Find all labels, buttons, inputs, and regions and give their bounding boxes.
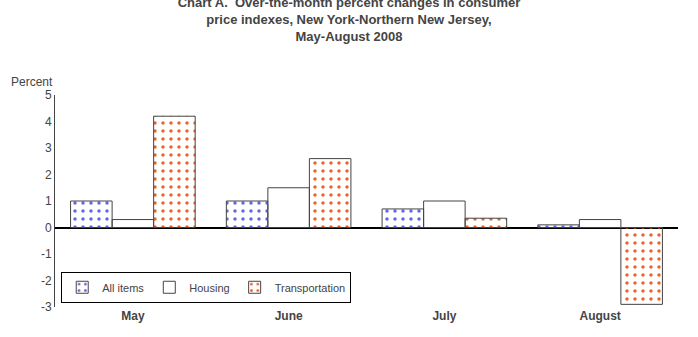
- svg-text:All items: All items: [102, 282, 144, 294]
- svg-text:4: 4: [45, 115, 52, 129]
- svg-text:-3: -3: [41, 300, 52, 314]
- svg-text:Transportation: Transportation: [275, 282, 346, 294]
- svg-text:-1: -1: [41, 247, 52, 261]
- svg-text:June: June: [275, 309, 303, 323]
- svg-text:July: July: [432, 309, 456, 323]
- svg-text:5: 5: [45, 88, 52, 102]
- svg-text:Percent: Percent: [11, 75, 53, 89]
- svg-text:August: August: [579, 309, 620, 323]
- svg-text:2: 2: [45, 168, 52, 182]
- svg-text:0: 0: [45, 221, 52, 235]
- svg-text:May: May: [121, 309, 145, 323]
- svg-text:-2: -2: [41, 274, 52, 288]
- svg-text:Housing: Housing: [189, 282, 229, 294]
- svg-text:1: 1: [45, 194, 52, 208]
- svg-text:Chart A. Over-the-month perce: Chart A. Over-the-month percent changes …: [178, 0, 521, 44]
- svg-text:3: 3: [45, 141, 52, 155]
